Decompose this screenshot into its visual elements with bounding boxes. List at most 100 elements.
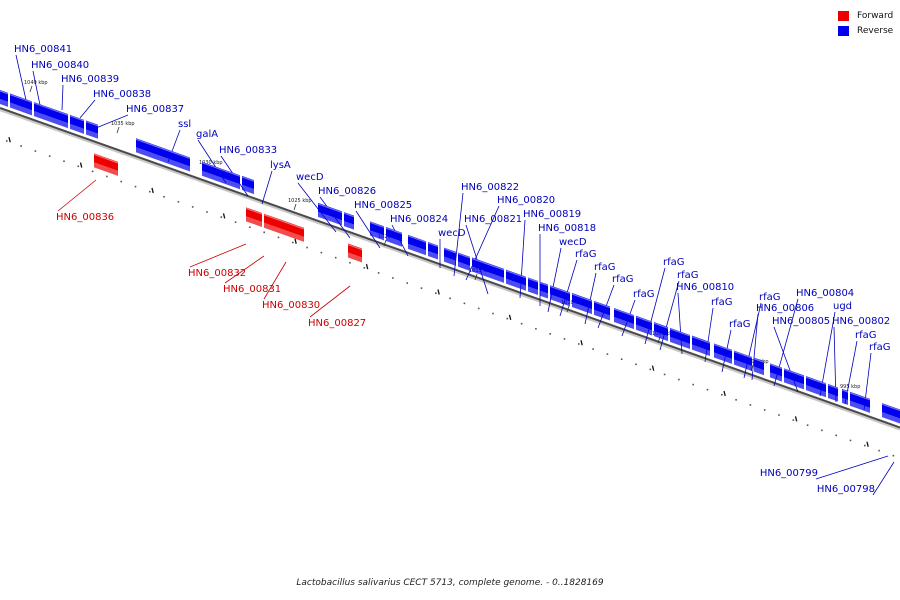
forward-gene-arrow[interactable] (93, 153, 119, 176)
scale-dot (492, 312, 494, 315)
forward-gene-arrow[interactable] (279, 219, 305, 242)
scale-dot (749, 404, 752, 406)
scale-dot (663, 373, 666, 376)
reverse-gene-label: rfaG (711, 297, 733, 308)
reverse-gene-arrow[interactable] (669, 327, 691, 349)
forward-gene-arrow[interactable] (347, 243, 363, 263)
scale-dot (892, 454, 895, 457)
reverse-gene-arrow[interactable] (841, 388, 849, 406)
scale-tick (794, 416, 798, 422)
reverse-gene-label: rfaG (729, 319, 751, 330)
reverse-gene-arrow[interactable] (427, 241, 439, 260)
reverse-gene-arrow[interactable] (471, 257, 505, 283)
reverse-gene-label: HN6_00840 (31, 60, 89, 71)
scale-tick (508, 314, 512, 321)
reverse-gene-arrow[interactable] (407, 234, 427, 256)
reverse-gene-arrow[interactable] (783, 368, 805, 390)
reverse-gene-label: HN6_00825 (354, 200, 412, 211)
scale-dot (721, 393, 723, 396)
reverse-gene-arrow[interactable] (713, 343, 733, 364)
forward-gene-arrow[interactable] (263, 213, 281, 234)
leader-line (15, 54, 27, 101)
scale-tick (651, 365, 655, 371)
reverse-gene-arrow[interactable] (753, 357, 765, 376)
reverse-gene-arrow[interactable] (571, 293, 593, 315)
reverse-gene-arrow[interactable] (613, 307, 635, 330)
reverse-gene-arrow[interactable] (369, 221, 385, 241)
reverse-gene-label: HN6_00820 (497, 195, 555, 206)
leader-line (95, 114, 129, 129)
scale-dot (878, 449, 880, 452)
reverse-gene-arrow[interactable] (849, 391, 871, 413)
reverse-swatch (838, 26, 849, 36)
reverse-gene-arrow[interactable] (527, 277, 539, 295)
reverse-gene-arrow[interactable] (539, 281, 549, 299)
scale-dot (578, 343, 580, 345)
reverse-gene-arrow[interactable] (549, 285, 571, 307)
scale-dot (806, 424, 809, 427)
scale-dot (563, 338, 566, 340)
scale-dot (77, 165, 80, 168)
reverse-gene-label: HN6_00819 (523, 209, 581, 220)
scale-dot (249, 226, 251, 229)
scale-dot (678, 378, 680, 381)
reverse-gene-arrow[interactable] (827, 383, 839, 402)
legend-label-reverse: Reverse (857, 26, 894, 36)
reverse-gene-arrow[interactable] (9, 93, 33, 116)
scale-dot (363, 267, 366, 269)
scale-dot (206, 211, 208, 213)
reverse-gene-label: HN6_00839 (61, 74, 119, 85)
scale-dot (449, 297, 451, 300)
scale-dot (778, 414, 780, 416)
scale-ticks (6, 137, 895, 457)
scale-tick (151, 187, 154, 194)
reverse-gene-arrow[interactable] (241, 175, 255, 195)
reverse-gene-label: HN6_00810 (676, 282, 734, 293)
reverse-gene-arrow[interactable] (0, 87, 9, 107)
reverse-gene-arrow[interactable] (881, 403, 900, 425)
reverse-gene-label: HN6_00799 (760, 468, 818, 479)
reverse-gene-arrow[interactable] (691, 335, 711, 357)
leader-line (261, 170, 273, 205)
reverse-gene-arrow[interactable] (385, 227, 403, 247)
scale-dot (735, 399, 737, 401)
reverse-gene-arrow[interactable] (653, 322, 669, 342)
scale-dot (234, 221, 237, 223)
scale-dot (821, 429, 823, 432)
reverse-gene-arrow[interactable] (33, 102, 41, 119)
reverse-gene-arrow[interactable] (443, 247, 457, 266)
scale-dot (406, 282, 408, 284)
reverse-gene-label: HN6_00798 (817, 484, 875, 495)
backbone-line (0, 107, 900, 429)
reverse-gene-arrow[interactable] (343, 212, 355, 230)
scale-tick (866, 441, 869, 447)
scale-dot (63, 160, 65, 163)
forward-gene-arrow[interactable] (245, 207, 263, 228)
reverse-gene-arrow[interactable] (69, 114, 85, 134)
reverse-gene-arrow[interactable] (317, 202, 343, 226)
scale-tick (294, 238, 297, 244)
map-caption: Lactobacillus salivarius CECT 5713, comp… (296, 578, 604, 588)
reverse-gene-arrow[interactable] (805, 376, 827, 398)
scale-dot (706, 388, 709, 391)
scale-dot (420, 287, 423, 289)
reverse-gene-arrow[interactable] (39, 104, 69, 129)
scale-label: 995 kbp (840, 384, 860, 390)
scale-label-pointer (116, 126, 120, 134)
scale-dot (320, 251, 323, 254)
reverse-gene-arrow[interactable] (635, 315, 653, 336)
reverse-gene-arrow[interactable] (593, 300, 611, 321)
reverse-gene-label: HN6_00838 (93, 89, 151, 100)
reverse-gene-arrow[interactable] (135, 138, 191, 172)
reverse-gene-arrow[interactable] (769, 363, 783, 382)
scale-dot (392, 277, 394, 279)
reverse-gene-arrow[interactable] (457, 252, 471, 271)
reverse-gene-arrow[interactable] (201, 161, 241, 190)
reverse-gene-arrow[interactable] (505, 269, 527, 291)
reverse-gene-arrow[interactable] (85, 120, 99, 139)
scale-dot (277, 236, 280, 239)
reverse-gene-arrow[interactable] (733, 350, 753, 371)
reverse-gene-label: rfaG (594, 262, 616, 273)
reverse-gene-label: rfaG (869, 342, 891, 353)
scale-dot (91, 170, 94, 173)
